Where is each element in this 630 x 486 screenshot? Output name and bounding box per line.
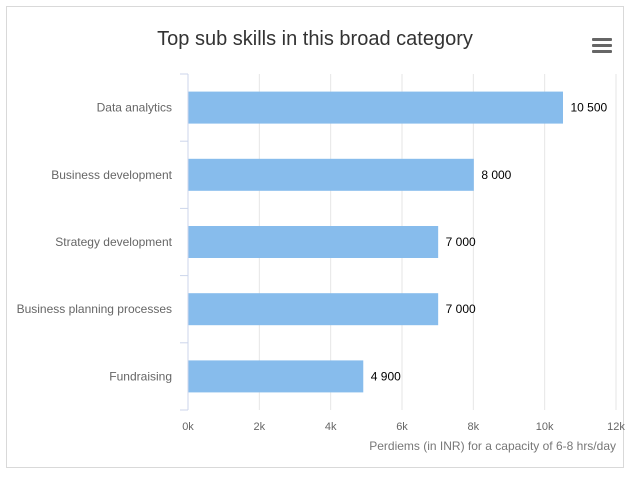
x-tick-label: 0k	[182, 421, 194, 433]
category-label: Fundraising	[109, 369, 172, 383]
x-tick-label: 2k	[254, 421, 266, 433]
chart-title: Top sub skills in this broad category	[157, 28, 473, 50]
x-tick-label: 6k	[396, 421, 408, 433]
hamburger-menu-icon[interactable]	[592, 38, 612, 54]
data-label: 10 500	[571, 101, 608, 115]
data-labels: 10 500 8 000 7 000 7 000 4 900	[371, 101, 608, 384]
bar[interactable]	[188, 91, 564, 124]
x-tick-label: 8k	[468, 421, 480, 433]
bar[interactable]	[188, 360, 364, 393]
data-label: 8 000	[481, 168, 511, 182]
category-labels: Data analytics Business development Strate…	[17, 101, 173, 384]
category-label: Strategy development	[55, 235, 172, 249]
data-label: 7 000	[446, 235, 476, 249]
x-tick-labels: 0k 2k 4k 6k 8k 10k 12k	[182, 421, 625, 433]
bar[interactable]	[188, 293, 439, 326]
category-label: Data analytics	[97, 101, 172, 115]
x-tick-label: 10k	[536, 421, 554, 433]
category-label: Business development	[51, 168, 172, 182]
data-label: 7 000	[446, 302, 476, 316]
axes	[180, 73, 189, 411]
category-label: Business planning processes	[17, 302, 172, 316]
data-label: 4 900	[371, 369, 401, 383]
x-tick-label: 12k	[607, 421, 625, 433]
x-tick-label: 4k	[325, 421, 337, 433]
bars	[188, 91, 564, 393]
x-axis-title: Perdiems (in INR) for a capacity of 6-8 …	[369, 439, 616, 453]
bar[interactable]	[188, 226, 439, 258]
bar[interactable]	[188, 158, 474, 191]
